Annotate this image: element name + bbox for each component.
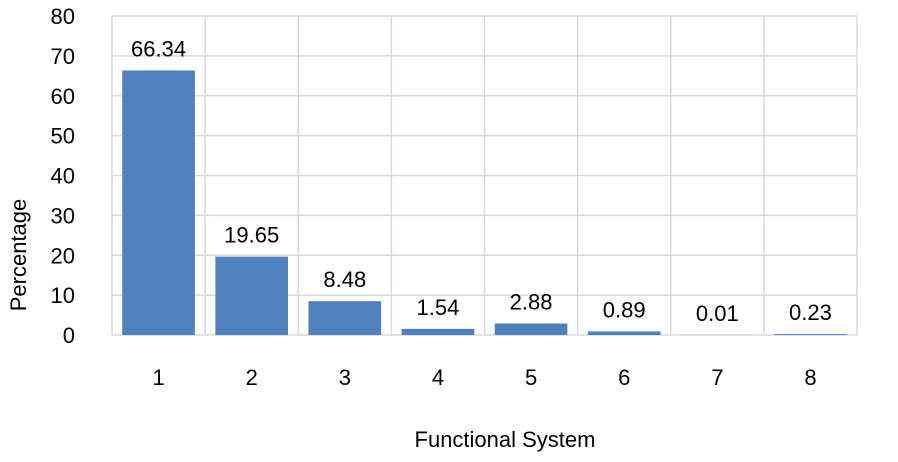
x-tick-label: 7 bbox=[711, 365, 723, 390]
data-label: 19.65 bbox=[224, 223, 279, 248]
bar bbox=[402, 329, 475, 335]
y-tick-label: 30 bbox=[51, 203, 75, 228]
bar bbox=[588, 331, 661, 335]
data-label: 0.01 bbox=[696, 301, 739, 326]
data-label: 1.54 bbox=[417, 295, 460, 320]
y-tick-label: 70 bbox=[51, 44, 75, 69]
data-label: 0.23 bbox=[789, 300, 832, 325]
y-tick-label: 60 bbox=[51, 84, 75, 109]
data-label: 66.34 bbox=[131, 36, 186, 61]
y-tick-label: 80 bbox=[51, 4, 75, 29]
data-label: 0.89 bbox=[603, 297, 646, 322]
x-tick-label: 6 bbox=[618, 365, 630, 390]
y-axis-ticks: 0 10 20 30 40 50 60 70 80 bbox=[51, 4, 75, 348]
bar bbox=[495, 324, 568, 335]
data-label: 8.48 bbox=[323, 267, 366, 292]
x-axis-label: Functional System bbox=[415, 427, 596, 452]
x-tick-label: 5 bbox=[525, 365, 537, 390]
bar bbox=[215, 257, 288, 335]
data-label: 2.88 bbox=[510, 290, 553, 315]
y-tick-label: 20 bbox=[51, 243, 75, 268]
bar bbox=[774, 334, 847, 335]
bar bbox=[308, 301, 381, 335]
y-tick-label: 10 bbox=[51, 283, 75, 308]
y-axis-label: Percentage bbox=[6, 199, 31, 312]
x-tick-label: 2 bbox=[246, 365, 258, 390]
x-tick-label: 4 bbox=[432, 365, 444, 390]
bar bbox=[122, 70, 195, 335]
x-axis-ticks: 1 2 3 4 5 6 7 8 bbox=[152, 365, 816, 390]
y-tick-label: 50 bbox=[51, 124, 75, 149]
y-tick-label: 40 bbox=[51, 164, 75, 189]
y-tick-label: 0 bbox=[63, 323, 75, 348]
x-tick-label: 8 bbox=[804, 365, 816, 390]
x-tick-label: 1 bbox=[152, 365, 164, 390]
x-tick-label: 3 bbox=[339, 365, 351, 390]
